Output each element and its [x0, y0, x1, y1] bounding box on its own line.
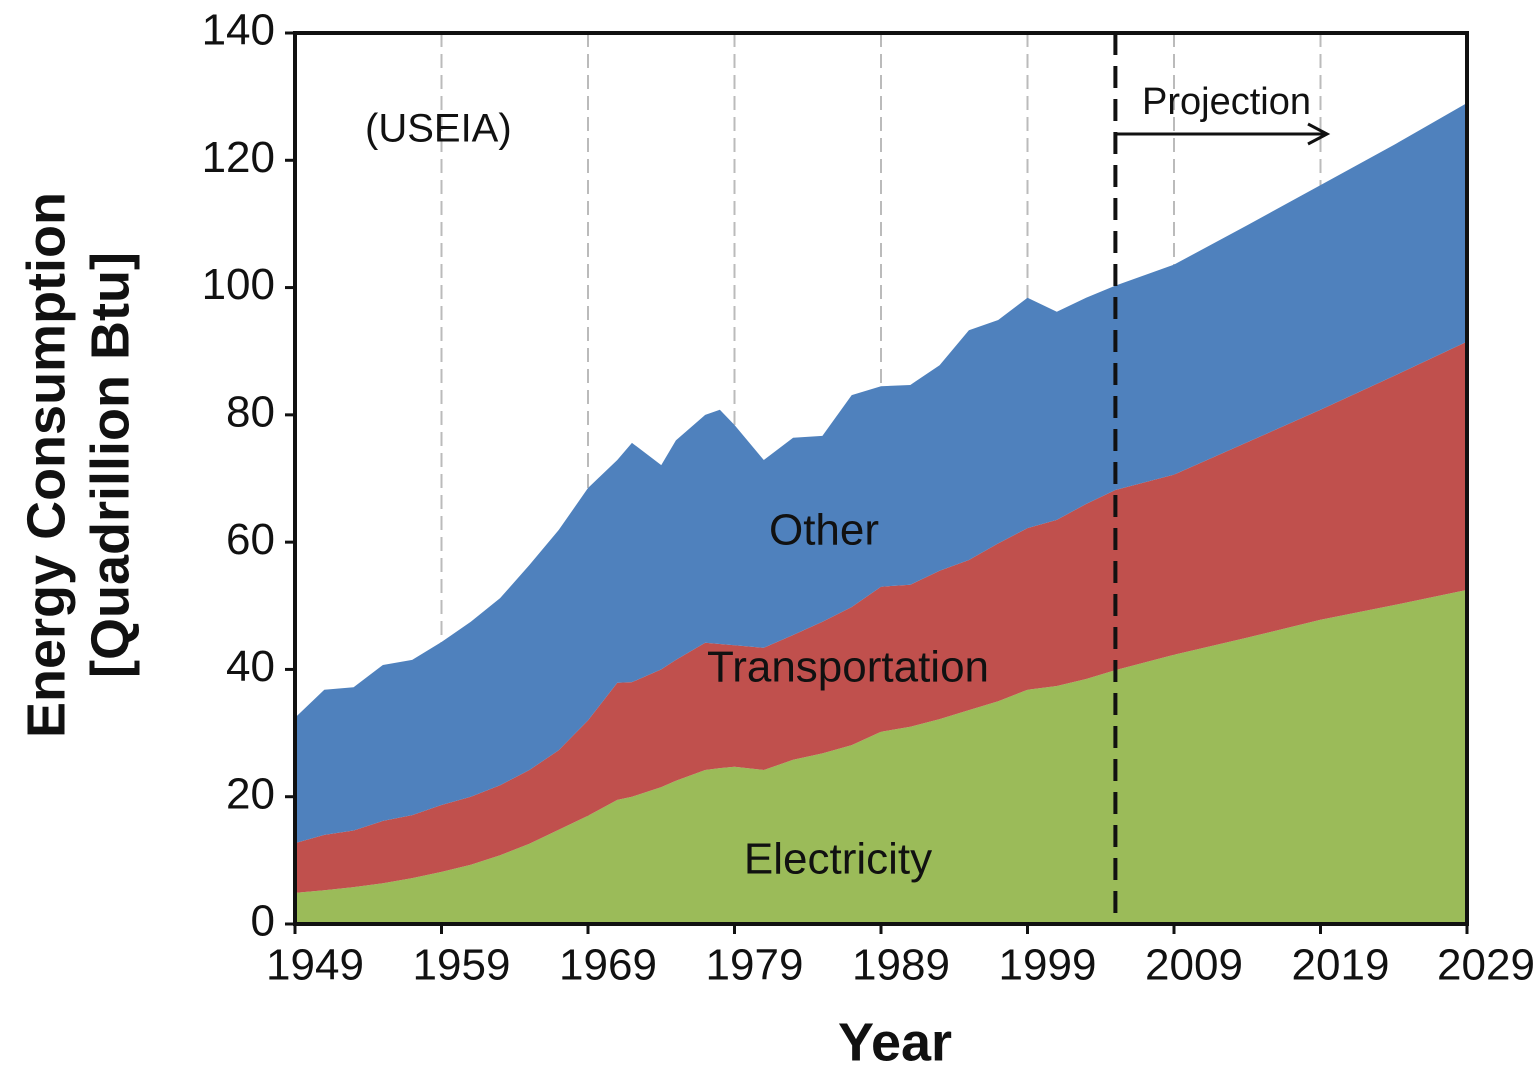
x-tick-label: 1989: [852, 941, 950, 990]
x-tick-label: 1959: [413, 941, 511, 990]
y-tick-label: 140: [202, 6, 275, 55]
x-tick-label: 1979: [706, 941, 804, 990]
x-tick-label: 1969: [559, 941, 657, 990]
series-label: Other: [769, 506, 879, 555]
area: [295, 341, 1467, 893]
x-tick-label: 1949: [266, 941, 364, 990]
y-axis-label-line: [Quadrillion Btu]: [80, 252, 140, 678]
annotation: (USEIA): [365, 107, 512, 151]
x-tick-label: 2019: [1292, 941, 1390, 990]
y-tick-label: 20: [226, 769, 275, 818]
x-tick-label: 2029: [1437, 941, 1535, 990]
y-tick-label: 100: [202, 260, 275, 309]
y-axis-label: Energy Consumption [Quadrillion Btu]: [16, 192, 140, 738]
series-label: Electricity: [744, 835, 932, 884]
series-label: Transportation: [707, 643, 989, 692]
projection-arrow-head: [1307, 122, 1331, 146]
x-tick-label: 1999: [999, 941, 1097, 990]
y-tick-label: 40: [226, 642, 275, 691]
y-tick-label: 120: [202, 133, 275, 182]
x-tick-label: 2009: [1145, 941, 1243, 990]
y-tick-label: 0: [251, 897, 275, 946]
y-tick-label: 60: [226, 515, 275, 564]
y-tick-label: 80: [226, 387, 275, 436]
area: [295, 589, 1467, 924]
x-axis-label: Year: [838, 1012, 952, 1072]
y-axis-label-line: Energy Consumption: [16, 192, 76, 738]
area: [295, 103, 1467, 844]
annotation: Projection: [1142, 81, 1311, 123]
